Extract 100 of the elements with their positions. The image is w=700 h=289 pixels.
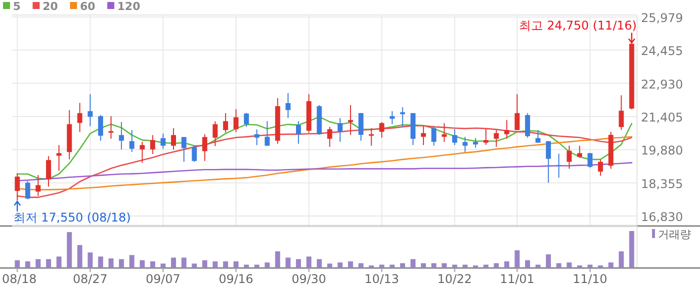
- candlestick: [442, 122, 447, 142]
- bar: [129, 255, 134, 268]
- y-tick-label: 16,830: [641, 210, 683, 224]
- bar: [577, 265, 582, 268]
- candlestick: [233, 108, 238, 133]
- x-tick-label: 09/30: [292, 272, 326, 286]
- bar: [379, 264, 384, 268]
- bar: [546, 254, 551, 268]
- bar: [150, 261, 156, 268]
- bar: [306, 256, 312, 268]
- bar: [316, 259, 322, 268]
- bar: [338, 262, 343, 268]
- legend-label: 5: [13, 0, 21, 13]
- annotation: 최고 24,750 (11/16): [519, 18, 637, 33]
- candlestick: [431, 126, 436, 146]
- candlestick: [244, 112, 249, 128]
- candlestick: [88, 94, 93, 127]
- candlestick: [504, 120, 510, 140]
- bar: [98, 256, 104, 268]
- candlestick: [598, 159, 603, 176]
- candlestick: [535, 130, 540, 144]
- bar: [118, 259, 124, 268]
- candlestick: [472, 138, 478, 148]
- y-tick-label: 22,930: [641, 77, 683, 92]
- bar: [525, 260, 530, 268]
- candlestick: [390, 110, 395, 125]
- candlestick: [254, 128, 260, 146]
- x-tick-label: 09/07: [146, 272, 180, 286]
- bar: [88, 252, 93, 268]
- bar: [348, 261, 354, 268]
- candlestick: [36, 174, 41, 196]
- candlestick: [452, 128, 458, 146]
- candlestick: [566, 145, 572, 170]
- candlestick: [368, 128, 374, 146]
- candlestick: [514, 94, 520, 131]
- bar: [410, 259, 416, 268]
- candlestick: [264, 120, 270, 146]
- candlestick: [546, 140, 551, 184]
- bar: [420, 263, 426, 268]
- bar: [566, 262, 572, 268]
- x-tick-label: 08/18: [2, 272, 37, 286]
- bar: [368, 265, 374, 268]
- x-tick-label: 08/27: [72, 272, 108, 286]
- bar: [400, 263, 406, 268]
- bar: [514, 250, 520, 268]
- annotation: 최저 17,550 (08/18): [13, 210, 131, 224]
- x-tick-label: 10/22: [437, 272, 472, 286]
- candlestick: [129, 130, 134, 153]
- bar: [286, 258, 291, 268]
- bar: [46, 259, 52, 268]
- bar: [202, 260, 208, 268]
- legend-label: 120: [117, 0, 141, 13]
- candlestick: [212, 120, 218, 147]
- candlestick: [25, 180, 30, 200]
- bar: [452, 264, 458, 268]
- y-tick-label: 18,355: [641, 176, 683, 191]
- candlestick: [98, 114, 104, 142]
- candlestick: [181, 136, 186, 162]
- legend-label: 거래량: [658, 228, 691, 241]
- bar: [504, 261, 510, 268]
- x-tick-label: 11/01: [500, 272, 534, 286]
- bar: [275, 251, 280, 268]
- y-tick-label: 21,405: [641, 110, 683, 124]
- bar: [244, 264, 249, 268]
- bar: [629, 231, 634, 268]
- candlestick: [348, 104, 354, 136]
- bar: [296, 259, 301, 268]
- candlestick: [327, 126, 332, 148]
- candlestick: [192, 146, 197, 162]
- candlestick: [358, 112, 364, 142]
- x-tick-label: 09/16: [218, 272, 254, 286]
- bar: [327, 264, 332, 268]
- candlestick: [420, 126, 426, 146]
- bar: [472, 265, 478, 268]
- candlestick: [140, 141, 145, 164]
- bar: [212, 261, 218, 268]
- bar: [390, 264, 395, 268]
- candlestick: [202, 134, 208, 162]
- candlestick: [14, 172, 20, 201]
- candlestick: [56, 144, 62, 172]
- bar: [358, 263, 364, 268]
- bar: [254, 264, 260, 268]
- x-tick-label: 11/10: [572, 272, 608, 286]
- candlestick: [577, 145, 582, 158]
- bar: [25, 261, 30, 268]
- candlestick: [588, 152, 593, 168]
- bar: [171, 258, 176, 268]
- candlestick: [223, 112, 228, 134]
- bar: [598, 265, 603, 268]
- bar: [618, 251, 624, 268]
- bar: [192, 264, 197, 268]
- candlestick: [77, 102, 82, 133]
- bar: [494, 263, 499, 268]
- bar: [442, 263, 447, 268]
- bar: [588, 264, 593, 268]
- bar: [77, 245, 82, 268]
- candlestick: [150, 134, 156, 154]
- candlestick: [556, 153, 562, 178]
- bar: [264, 262, 270, 268]
- bar: [535, 264, 540, 268]
